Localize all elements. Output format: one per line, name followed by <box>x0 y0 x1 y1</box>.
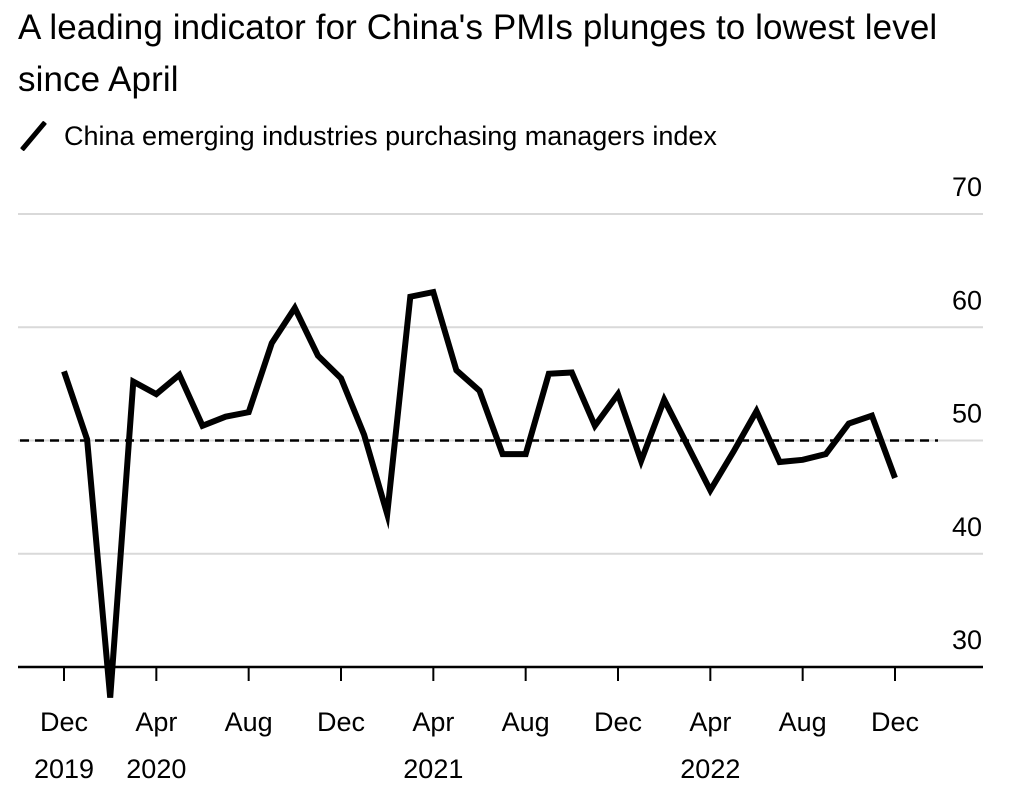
legend-label: China emerging industries purchasing man… <box>64 120 717 151</box>
x-tick-label: Apr <box>135 707 177 737</box>
x-tick-label: Aug <box>779 707 827 737</box>
y-tick-label: 40 <box>952 512 982 542</box>
x-tick-label: Dec <box>594 707 642 737</box>
x-tick-year-label: 2022 <box>680 754 740 784</box>
y-tick-label: 30 <box>952 625 982 655</box>
x-tick-label: Apr <box>412 707 454 737</box>
x-tick-label: Apr <box>689 707 731 737</box>
x-tick-year-label: 2021 <box>403 754 463 784</box>
x-tick-year-label: 2020 <box>126 754 186 784</box>
x-tick-label: Aug <box>502 707 550 737</box>
y-tick-label: 50 <box>952 399 982 429</box>
y-tick-label: 60 <box>952 285 982 315</box>
y-tick-label: 70 <box>952 172 982 202</box>
series-line <box>61 288 898 698</box>
x-tick-label: Dec <box>317 707 365 737</box>
x-tick-label: Aug <box>225 707 273 737</box>
x-tick-label: Dec <box>40 707 88 737</box>
chart-title: A leading indicator for China's PMIs plu… <box>18 8 938 99</box>
legend: China emerging industries purchasing man… <box>18 116 717 156</box>
x-tick-label: Dec <box>871 707 919 737</box>
x-tick-year-label: 2019 <box>34 754 94 784</box>
